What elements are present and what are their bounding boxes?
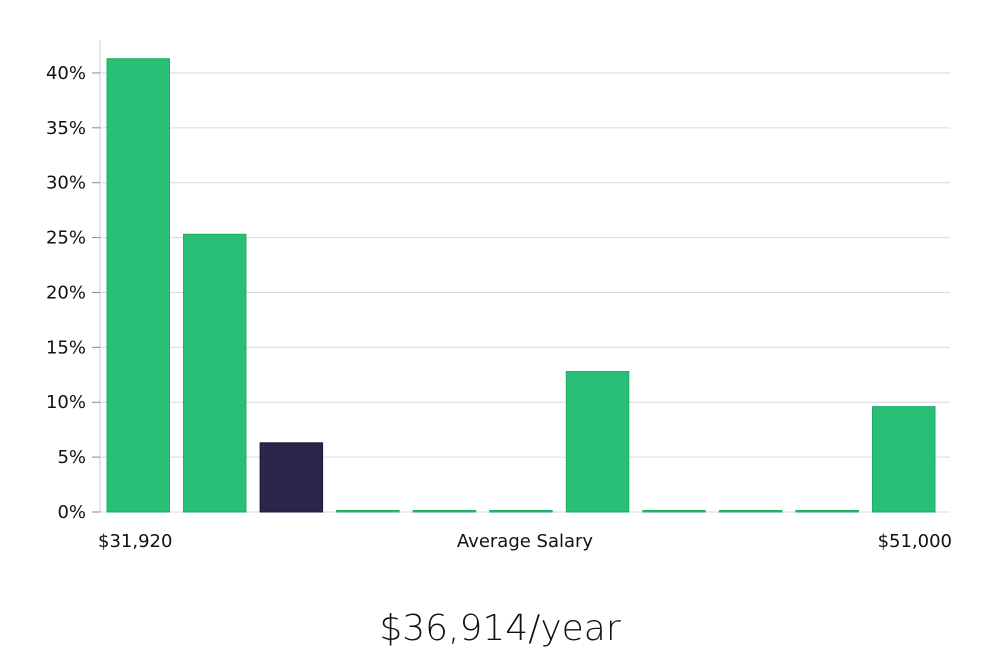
y-tick-label: 30% (46, 173, 86, 194)
average-salary-value: $36,914/year (379, 608, 621, 649)
histogram-bar (872, 406, 936, 513)
histogram-bar-highlighted (259, 442, 324, 513)
histogram-bar (795, 510, 859, 513)
histogram-bar (336, 510, 400, 513)
x-range-max-label: $51,000 (878, 531, 952, 552)
x-range-min-label: $31,920 (98, 531, 172, 552)
y-tick-label: 15% (46, 337, 86, 358)
histogram-bar (565, 371, 630, 513)
histogram-bar (489, 510, 553, 513)
y-tick-label: 0% (57, 502, 86, 523)
y-tick-label: 5% (57, 447, 86, 468)
bars-layer (106, 58, 936, 513)
y-tick-labels: 0% 5% 10% 15% 20% 25% 30% 35% 40% (46, 63, 86, 523)
y-tick-label: 35% (46, 118, 86, 139)
y-tick-label: 20% (46, 282, 86, 303)
histogram-bar (412, 510, 477, 513)
y-tick-label: 25% (46, 228, 86, 249)
histogram-bar (106, 58, 170, 513)
x-axis-label: Average Salary (457, 531, 594, 552)
y-tick-label: 10% (46, 392, 86, 413)
salary-histogram-chart: 0% 5% 10% 15% 20% 25% 30% 35% 40% $31,920 Averag… (46, 40, 952, 552)
histogram-bar (183, 233, 247, 513)
histogram-bar (642, 510, 706, 513)
y-tick-label: 40% (46, 63, 86, 84)
histogram-bar (718, 510, 783, 513)
